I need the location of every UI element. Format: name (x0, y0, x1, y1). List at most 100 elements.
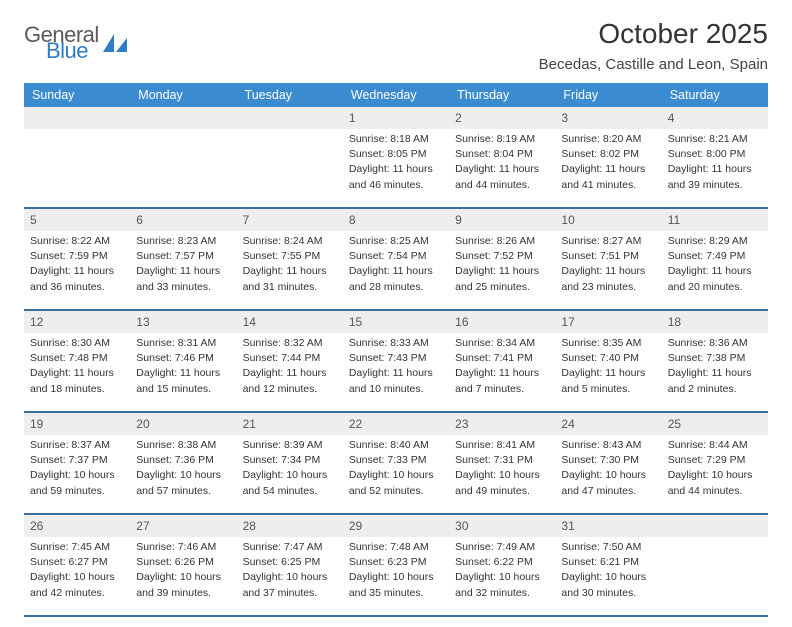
dow-wednesday: Wednesday (343, 83, 449, 107)
sunset-text: Sunset: 7:37 PM (30, 453, 124, 467)
daylight-line2: and 57 minutes. (136, 484, 230, 498)
daylight-line2: and 47 minutes. (561, 484, 655, 498)
sunset-text: Sunset: 7:40 PM (561, 351, 655, 365)
day-number: 4 (668, 111, 675, 125)
sunrise-text: Sunrise: 8:23 AM (136, 234, 230, 248)
page-title: October 2025 (539, 18, 768, 50)
day-number: 11 (668, 213, 680, 227)
daylight-line2: and 54 minutes. (243, 484, 337, 498)
sunrise-text: Sunrise: 8:41 AM (455, 438, 549, 452)
sunset-text: Sunset: 7:48 PM (30, 351, 124, 365)
daylight-line1: Daylight: 10 hours (30, 468, 124, 482)
daynum-row: 19202122232425 (24, 413, 768, 435)
day-number: 9 (455, 213, 462, 227)
daynum-cell (24, 107, 130, 129)
day-info: Sunrise: 8:38 AMSunset: 7:36 PMDaylight:… (136, 438, 230, 498)
day-info: Sunrise: 7:49 AMSunset: 6:22 PMDaylight:… (455, 540, 549, 600)
sunrise-text: Sunrise: 7:49 AM (455, 540, 549, 554)
daynum-cell: 3 (555, 107, 661, 129)
day-info: Sunrise: 8:33 AMSunset: 7:43 PMDaylight:… (349, 336, 443, 396)
sunrise-text: Sunrise: 7:48 AM (349, 540, 443, 554)
day-info: Sunrise: 7:50 AMSunset: 6:21 PMDaylight:… (561, 540, 655, 600)
sunset-text: Sunset: 6:22 PM (455, 555, 549, 569)
day-info: Sunrise: 8:24 AMSunset: 7:55 PMDaylight:… (243, 234, 337, 294)
day-cell: Sunrise: 8:22 AMSunset: 7:59 PMDaylight:… (24, 231, 130, 309)
day-info: Sunrise: 8:22 AMSunset: 7:59 PMDaylight:… (30, 234, 124, 294)
daynum-cell: 9 (449, 209, 555, 231)
daylight-line2: and 20 minutes. (668, 280, 762, 294)
day-cell: Sunrise: 8:19 AMSunset: 8:04 PMDaylight:… (449, 129, 555, 207)
day-info: Sunrise: 8:41 AMSunset: 7:31 PMDaylight:… (455, 438, 549, 498)
daylight-line2: and 28 minutes. (349, 280, 443, 294)
daylight-line1: Daylight: 11 hours (561, 264, 655, 278)
sunrise-text: Sunrise: 8:24 AM (243, 234, 337, 248)
sunrise-text: Sunrise: 8:40 AM (349, 438, 443, 452)
daylight-line1: Daylight: 11 hours (561, 162, 655, 176)
daynum-row: 12131415161718 (24, 311, 768, 333)
sunset-text: Sunset: 8:05 PM (349, 147, 443, 161)
daynum-cell: 10 (555, 209, 661, 231)
daylight-line2: and 25 minutes. (455, 280, 549, 294)
day-cell: Sunrise: 7:49 AMSunset: 6:22 PMDaylight:… (449, 537, 555, 615)
day-info: Sunrise: 8:23 AMSunset: 7:57 PMDaylight:… (136, 234, 230, 294)
daylight-line1: Daylight: 11 hours (668, 264, 762, 278)
sunset-text: Sunset: 7:33 PM (349, 453, 443, 467)
sunrise-text: Sunrise: 8:33 AM (349, 336, 443, 350)
sunrise-text: Sunrise: 8:27 AM (561, 234, 655, 248)
daynum-cell: 29 (343, 515, 449, 537)
daynum-cell: 19 (24, 413, 130, 435)
daylight-line2: and 59 minutes. (30, 484, 124, 498)
daylight-line2: and 31 minutes. (243, 280, 337, 294)
daynum-cell: 24 (555, 413, 661, 435)
sunrise-text: Sunrise: 8:32 AM (243, 336, 337, 350)
day-info: Sunrise: 8:26 AMSunset: 7:52 PMDaylight:… (455, 234, 549, 294)
day-number: 26 (30, 519, 43, 533)
day-info: Sunrise: 8:25 AMSunset: 7:54 PMDaylight:… (349, 234, 443, 294)
day-cell: Sunrise: 8:33 AMSunset: 7:43 PMDaylight:… (343, 333, 449, 411)
day-number: 17 (561, 315, 574, 329)
daynum-cell: 2 (449, 107, 555, 129)
daylight-line1: Daylight: 11 hours (561, 366, 655, 380)
daynum-cell: 17 (555, 311, 661, 333)
empty-cell (237, 129, 343, 207)
day-cell: Sunrise: 8:21 AMSunset: 8:00 PMDaylight:… (662, 129, 768, 207)
daynum-row: 1234 (24, 107, 768, 129)
sunrise-text: Sunrise: 8:26 AM (455, 234, 549, 248)
sunrise-text: Sunrise: 8:37 AM (30, 438, 124, 452)
daylight-line1: Daylight: 11 hours (349, 264, 443, 278)
day-cell: Sunrise: 8:24 AMSunset: 7:55 PMDaylight:… (237, 231, 343, 309)
day-number: 13 (136, 315, 149, 329)
day-number: 3 (561, 111, 568, 125)
daylight-line1: Daylight: 11 hours (668, 366, 762, 380)
day-info: Sunrise: 7:48 AMSunset: 6:23 PMDaylight:… (349, 540, 443, 600)
empty-cell (130, 129, 236, 207)
day-info: Sunrise: 8:19 AMSunset: 8:04 PMDaylight:… (455, 132, 549, 192)
daylight-line2: and 33 minutes. (136, 280, 230, 294)
day-cell: Sunrise: 8:39 AMSunset: 7:34 PMDaylight:… (237, 435, 343, 513)
daylight-line2: and 41 minutes. (561, 178, 655, 192)
day-cell: Sunrise: 8:31 AMSunset: 7:46 PMDaylight:… (130, 333, 236, 411)
daynum-cell: 4 (662, 107, 768, 129)
sunset-text: Sunset: 7:51 PM (561, 249, 655, 263)
sunrise-text: Sunrise: 8:43 AM (561, 438, 655, 452)
daynum-cell: 14 (237, 311, 343, 333)
day-cell: Sunrise: 7:45 AMSunset: 6:27 PMDaylight:… (24, 537, 130, 615)
daylight-line2: and 42 minutes. (30, 586, 124, 600)
day-info: Sunrise: 8:40 AMSunset: 7:33 PMDaylight:… (349, 438, 443, 498)
day-info: Sunrise: 8:35 AMSunset: 7:40 PMDaylight:… (561, 336, 655, 396)
daylight-line2: and 39 minutes. (668, 178, 762, 192)
day-number: 31 (561, 519, 574, 533)
daylight-line1: Daylight: 10 hours (455, 468, 549, 482)
daynum-cell: 28 (237, 515, 343, 537)
day-number: 19 (30, 417, 43, 431)
daylight-line2: and 5 minutes. (561, 382, 655, 396)
daylight-line1: Daylight: 11 hours (30, 264, 124, 278)
daylight-line1: Daylight: 10 hours (243, 468, 337, 482)
week-row: Sunrise: 8:30 AMSunset: 7:48 PMDaylight:… (24, 333, 768, 413)
day-cell: Sunrise: 8:26 AMSunset: 7:52 PMDaylight:… (449, 231, 555, 309)
day-number: 8 (349, 213, 356, 227)
sunset-text: Sunset: 6:25 PM (243, 555, 337, 569)
day-cell: Sunrise: 8:44 AMSunset: 7:29 PMDaylight:… (662, 435, 768, 513)
daylight-line1: Daylight: 11 hours (30, 366, 124, 380)
sunrise-text: Sunrise: 8:18 AM (349, 132, 443, 146)
